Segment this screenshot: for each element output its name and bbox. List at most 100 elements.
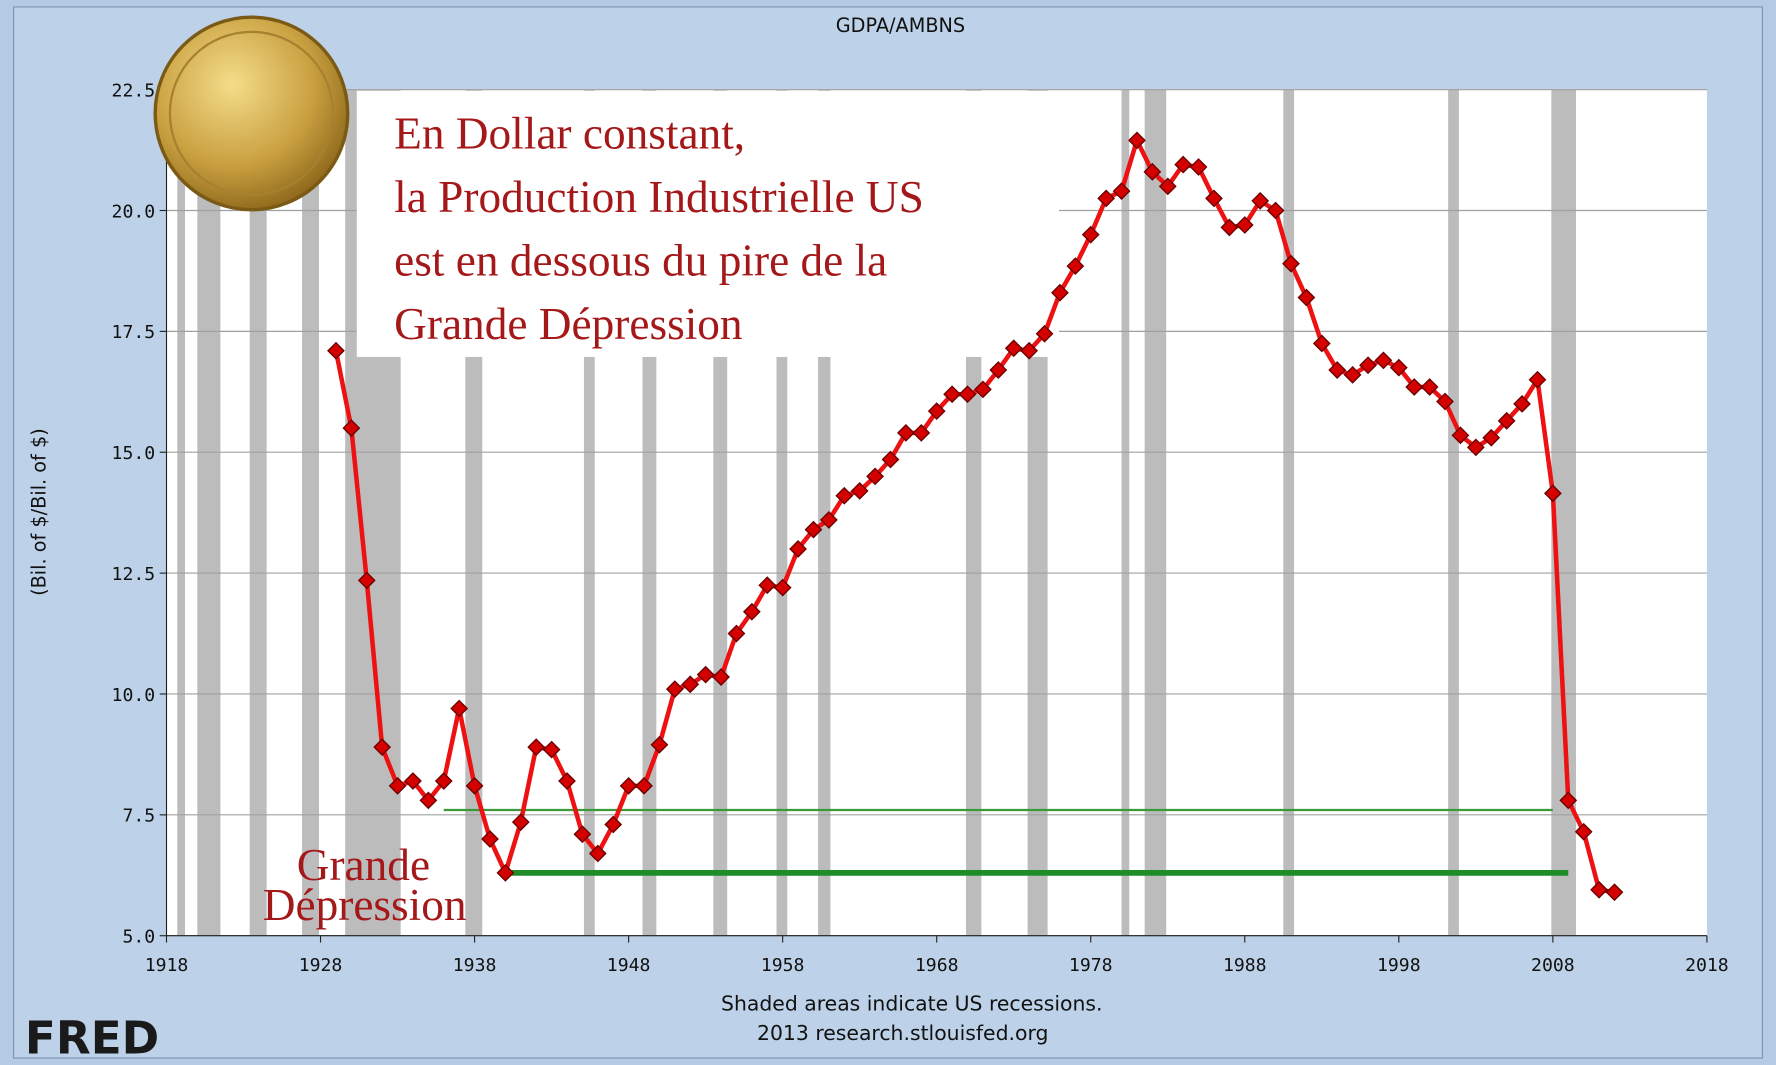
data-point (1081, 225, 1100, 244)
data-point (650, 735, 669, 754)
data-point (527, 738, 546, 757)
recession-band (1448, 89, 1459, 936)
recession-band (1144, 89, 1167, 936)
data-point (1343, 365, 1362, 384)
data-point (1189, 158, 1208, 176)
data-point (1035, 324, 1054, 343)
data-point (789, 540, 807, 558)
data-point (388, 776, 407, 795)
data-point (1251, 191, 1270, 210)
data-point (696, 665, 715, 684)
data-point (1051, 283, 1069, 302)
data-point (1328, 361, 1347, 379)
logo: FRED (25, 1012, 159, 1065)
data-point (542, 740, 561, 759)
data-point (1590, 880, 1608, 899)
x-tick-label: 1988 (1223, 955, 1267, 976)
recession-band (776, 89, 788, 936)
annotation-line: la Production Industrielle US (394, 172, 924, 222)
data-point (897, 424, 915, 442)
coin-decoration (153, 15, 350, 212)
data-point (1174, 155, 1193, 174)
data-point (727, 624, 746, 643)
data-point (1205, 189, 1223, 208)
data-point (1143, 162, 1162, 181)
recession-band (583, 89, 595, 936)
y-tick-label: 12.5 (112, 564, 156, 585)
data-point (712, 668, 730, 686)
data-point (1359, 356, 1377, 375)
y-tick-label: 7.5 (122, 806, 155, 827)
x-tick-label: 1948 (607, 955, 651, 976)
data-point (1513, 395, 1531, 413)
data-point (511, 813, 530, 831)
data-point (1020, 341, 1039, 360)
data-point (927, 402, 946, 421)
y-tick-label: 22.5 (112, 80, 156, 101)
data-point (434, 772, 453, 790)
data-point (1266, 201, 1285, 220)
y-axis-label: (Bil. of $/Bil. of $) (27, 428, 50, 596)
data-point (1528, 370, 1547, 389)
y-tick-label: 10.0 (112, 685, 156, 706)
annotation-label: Grande (297, 840, 430, 890)
data-point (373, 738, 392, 757)
data-point (958, 385, 977, 404)
y-tick-label: 5.0 (122, 927, 155, 948)
data-point (1158, 177, 1177, 196)
recession-band (197, 89, 221, 936)
data-point (974, 380, 992, 399)
data-point (327, 341, 345, 360)
annotation-line: Grande Dépression (394, 299, 742, 349)
footer-note: Shaded areas indicate US recessions. (721, 991, 1102, 1015)
data-point (989, 361, 1008, 379)
data-point (342, 419, 361, 437)
data-point (1482, 428, 1501, 447)
data-point (357, 571, 376, 590)
data-point (635, 776, 653, 795)
x-tick-label: 2008 (1531, 955, 1575, 976)
data-point (465, 776, 484, 795)
data-point (1112, 182, 1131, 201)
data-point (866, 467, 884, 486)
data-point (804, 520, 823, 539)
data-point (619, 776, 638, 795)
data-point (758, 576, 777, 595)
data-point (604, 815, 623, 834)
data-point (850, 482, 869, 500)
y-tick-label: 17.5 (112, 322, 156, 343)
data-point (1128, 131, 1146, 150)
x-tick-label: 1998 (1377, 955, 1421, 976)
recession-band (302, 89, 320, 936)
y-tick-label: 15.0 (112, 443, 156, 464)
data-point (1497, 411, 1516, 430)
coin-rim (168, 30, 335, 197)
x-tick-label: 1918 (145, 955, 189, 976)
data-point (573, 825, 592, 844)
data-point (481, 830, 499, 848)
data-point (742, 602, 761, 621)
x-tick-label: 1978 (1069, 955, 1113, 976)
x-tick-label: 1938 (453, 955, 497, 976)
data-point (1066, 257, 1085, 275)
data-point (1543, 484, 1562, 503)
data-point (1605, 883, 1624, 902)
annotation-line: En Dollar constant, (394, 109, 745, 159)
data-point (404, 772, 422, 790)
data-point (1297, 288, 1316, 307)
data-point (1405, 378, 1424, 396)
annotation-label: Dépression (263, 880, 467, 930)
data-point (1220, 218, 1239, 237)
data-point (1004, 339, 1023, 358)
footer-source: 2013 research.stlouisfed.org (757, 1021, 1048, 1045)
data-point (1466, 438, 1485, 457)
data-point (819, 511, 838, 529)
recession-band (177, 89, 185, 936)
x-tick-label: 1928 (299, 955, 343, 976)
data-point (1312, 334, 1331, 353)
data-point (1235, 216, 1254, 234)
data-point (773, 578, 792, 597)
recession-band (1283, 89, 1295, 936)
